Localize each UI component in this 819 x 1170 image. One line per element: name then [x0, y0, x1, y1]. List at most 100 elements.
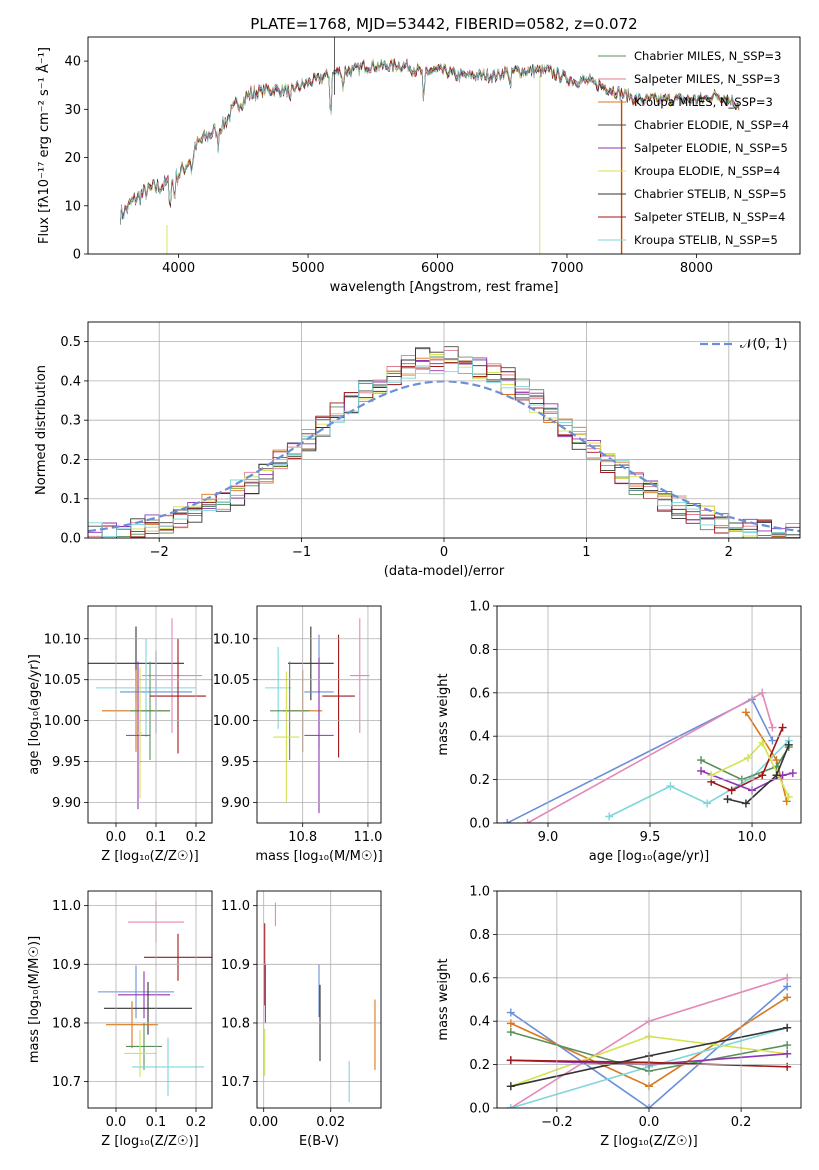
x-axis-label: E(B-V): [299, 1134, 339, 1149]
y-tick-label: 9.90: [221, 796, 250, 811]
x-tick-label: 11.0: [353, 830, 382, 845]
axes-frame: [256, 605, 382, 824]
x-tick-label: 5000: [292, 261, 325, 276]
x-tick-label: 9.0: [538, 830, 559, 845]
y-tick-label: 11.0: [221, 899, 250, 914]
data-point-pink: [350, 618, 370, 733]
data-point-kroupa_stelib: [265, 646, 292, 729]
x-axis-label: (data-model)/error: [384, 564, 505, 579]
axes-frame: [496, 605, 802, 824]
panel-spectrum: 4000 5000 6000 7000 8000 0 10 20 30 40 wavelength …: [36, 15, 801, 295]
y-tick-label: 10: [64, 199, 81, 214]
spectrum-line-kroupa_stelib: [120, 58, 740, 225]
series-marker-kroupa_elodie: [784, 792, 793, 801]
legend-entry: Salpeter ELODIE, N_SSP=5: [634, 141, 788, 155]
x-tick-label: −1: [292, 545, 311, 560]
x-tick-label: 0.2: [731, 1115, 752, 1130]
legend-entry: Chabrier STELIB, N_SSP=5: [634, 187, 786, 201]
y-tick-label: 40: [64, 55, 81, 70]
y-tick-label: 0.6: [469, 971, 490, 986]
x-axis-label: Z [log₁₀(Z/Z☉)]: [600, 1134, 697, 1149]
series-marker-kroupa_elodie: [743, 753, 752, 762]
y-tick-label: 0.2: [60, 453, 81, 468]
series-marker-blue: [768, 736, 777, 745]
y-tick-label: 11.0: [52, 899, 81, 914]
y-tick-label: 0.2: [469, 773, 490, 788]
legend-entry: Salpeter MILES, N_SSP=3: [634, 72, 780, 86]
x-tick-label: −0.2: [541, 1115, 573, 1130]
y-tick-label: 10.00: [44, 714, 81, 729]
plot-area-spectrum: [120, 37, 740, 254]
panel-mass_weight_vs_Z: −0.2 0.0 0.2 0.0 0.2 0.4 0.6 0.8 1.0 Z [log₁₀(Z/Z…: [436, 885, 802, 1149]
legend-entry: Salpeter STELIB, N_SSP=4: [634, 210, 785, 224]
data-point-pink: [142, 618, 202, 733]
x-tick-label: 0: [440, 545, 448, 560]
data-point-chabrier_miles: [270, 661, 310, 760]
y-axis-label: mass weight: [436, 958, 451, 1040]
series-marker-kroupa_miles: [506, 1019, 515, 1028]
data-point-kroupa_stelib: [96, 638, 196, 738]
y-axis-label: Normed distribution: [34, 365, 49, 495]
data-point-salpeter_elodie: [118, 971, 170, 1019]
data-point-chabrier_stelib: [288, 626, 334, 701]
y-tick-label: 10.05: [44, 673, 81, 688]
x-tick-label: 0.0: [106, 1115, 127, 1130]
series-marker-salpeter_stelib: [758, 771, 767, 780]
axes-frame: [87, 890, 213, 1109]
panel-age_vs_Z: 0.0 0.1 0.2 9.90 9.95 10.00 10.05 10.10 Z [log₁₀…: [27, 605, 213, 864]
y-tick-label: 0: [73, 248, 81, 263]
x-tick-label: 0.0: [639, 1115, 660, 1130]
series-marker-salpeter_stelib: [727, 786, 736, 795]
data-point-kroupa_elodie: [124, 1029, 156, 1077]
y-tick-label: 9.95: [52, 755, 81, 770]
legend-entry: Kroupa STELIB, N_SSP=5: [634, 233, 778, 247]
y-tick-label: 10.9: [52, 958, 81, 973]
series-marker-salpeter_elodie: [697, 766, 706, 775]
series-marker-kroupa_elodie: [758, 738, 767, 747]
data-point-salpeter_elodie: [304, 657, 334, 814]
x-tick-label: 0.0: [106, 830, 127, 845]
x-axis-label: mass [log₁₀(M/M☉)]: [255, 849, 382, 864]
panel-mass_vs_ebv: 0.00 0.02 10.7 10.8 10.9 11.0 E(B-V): [221, 890, 382, 1149]
axes-frame: [87, 605, 213, 824]
legend-entry: Kroupa MILES, N_SSP=3: [634, 95, 773, 109]
y-tick-label: 10.8: [52, 1016, 81, 1031]
series-marker-chabrier_stelib: [506, 1082, 515, 1091]
data-point-salpeter_stelib: [144, 933, 212, 981]
data-point-chabrier_stelib: [104, 981, 192, 1035]
x-tick-label: 10.8: [288, 830, 317, 845]
data-point-salpeter_elodie: [126, 661, 150, 810]
series-marker-chabrier_stelib: [741, 799, 750, 808]
legend-entry: Kroupa ELODIE, N_SSP=4: [634, 164, 780, 178]
x-tick-label: 7000: [550, 261, 583, 276]
x-tick-label: 8000: [680, 261, 713, 276]
y-axis-label: mass [log₁₀(M/M☉)]: [27, 936, 42, 1063]
y-axis-label: age [log₁₀(age/yr)]: [27, 654, 42, 775]
y-tick-label: 0.0: [60, 532, 81, 547]
panel-mass_weight_vs_age: 9.0 9.5 10.0 0.0 0.2 0.4 0.6 0.8 1.0 age [log₁₀(a…: [436, 600, 802, 864]
chart-title: PLATE=1768, MJD=53442, FIBERID=0582, z=0…: [250, 15, 637, 33]
y-tick-label: 10.9: [221, 958, 250, 973]
data-point-kroupa_miles: [106, 1001, 158, 1049]
plot-area-mass_vs_ebv: [264, 902, 376, 1103]
y-tick-label: 1.0: [469, 885, 490, 900]
series-marker-salpeter_stelib: [778, 723, 787, 732]
series-marker-blue: [506, 1008, 515, 1017]
y-tick-label: 10.10: [213, 632, 250, 647]
x-tick-label: 2: [725, 545, 733, 560]
axes-frame: [256, 890, 382, 1109]
legend-entry: 𝒩(0, 1): [740, 337, 787, 352]
legend-entry: Chabrier ELODIE, N_SSP=4: [634, 118, 789, 132]
series-marker-kroupa_stelib: [506, 1104, 515, 1108]
panel-residuals: −2 −1 0 1 2 0.0 0.1 0.2 0.3 0.4 0.5 (data-model)/er…: [34, 321, 801, 579]
y-tick-label: 10.05: [213, 673, 250, 688]
y-tick-label: 0.8: [469, 928, 490, 943]
x-axis-label: wavelength [Angstrom, rest frame]: [330, 280, 559, 295]
series-marker-chabrier_miles: [783, 1041, 792, 1050]
x-tick-label: 0.02: [316, 1115, 345, 1130]
y-axis-label: Flux [fλ10⁻¹⁷ erg cm⁻² s⁻¹ Å⁻¹]: [36, 47, 52, 244]
x-tick-label: 0.1: [146, 830, 167, 845]
x-tick-label: 9.5: [640, 830, 661, 845]
series-line-salpeter_stelib: [710, 727, 784, 792]
